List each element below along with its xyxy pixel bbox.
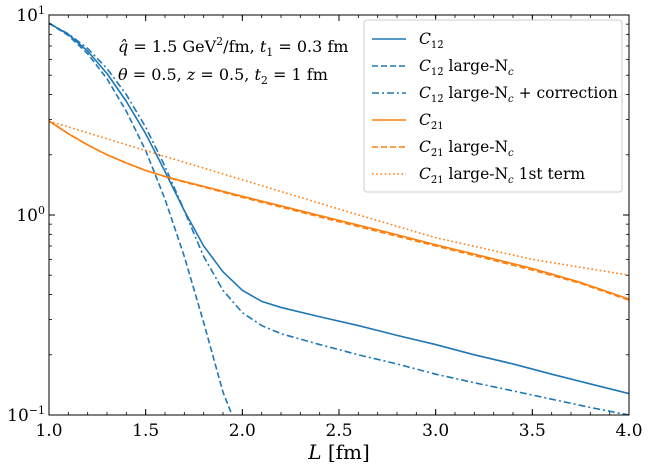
legend-label-5: C2̄1 large-Nc xyxy=(419,138,514,159)
x-tick-label: 4.0 xyxy=(615,421,642,441)
series-line-5 xyxy=(49,120,629,301)
x-tick-label: 1.0 xyxy=(35,421,62,441)
series-line-1 xyxy=(49,22,629,395)
legend-label-2: C12̄ large-Nc xyxy=(419,57,514,78)
y-tick-label: 101 xyxy=(16,4,45,26)
x-tick-label: 3.0 xyxy=(422,421,449,441)
series-line-3 xyxy=(49,22,629,415)
ticks-layer: 1.0 1.5 2.0 2.5 3.0 3.5 4.0 10−1 100 101 xyxy=(7,4,642,441)
series-layer xyxy=(49,22,629,415)
legend-label-6: C2̄1 large-Nc 1st term xyxy=(419,165,585,186)
x-tick-label: 1.5 xyxy=(132,421,159,441)
x-tick-label: 2.0 xyxy=(229,421,256,441)
series-line-6 xyxy=(49,120,629,276)
series-line-2 xyxy=(49,22,233,415)
x-tick-label: 2.5 xyxy=(325,421,352,441)
y-tick-label: 10−1 xyxy=(7,404,45,426)
x-tick-label: 3.5 xyxy=(519,421,546,441)
annotation-line-1: q̂ = 1.5 GeV2/fm, t1 = 0.3 fm xyxy=(118,35,348,59)
legend-frame xyxy=(363,19,623,193)
annotation-line-2: θ = 0.5, z = 0.5, t2 = 1 fm xyxy=(118,65,328,87)
legend: C12̄ C12̄ large-Nc C12̄ large-Nc + correct… xyxy=(363,19,623,193)
annotation-block: q̂ = 1.5 GeV2/fm, t1 = 0.3 fm θ = 0.5, z… xyxy=(118,35,348,87)
legend-label-1: C12̄ xyxy=(419,30,444,51)
legend-label-4: C2̄1 xyxy=(419,111,444,132)
legend-label-3: C12̄ large-Nc + correction xyxy=(419,84,618,105)
y-tick-label: 100 xyxy=(16,204,45,226)
x-axis-label: L [fm] xyxy=(307,440,370,464)
